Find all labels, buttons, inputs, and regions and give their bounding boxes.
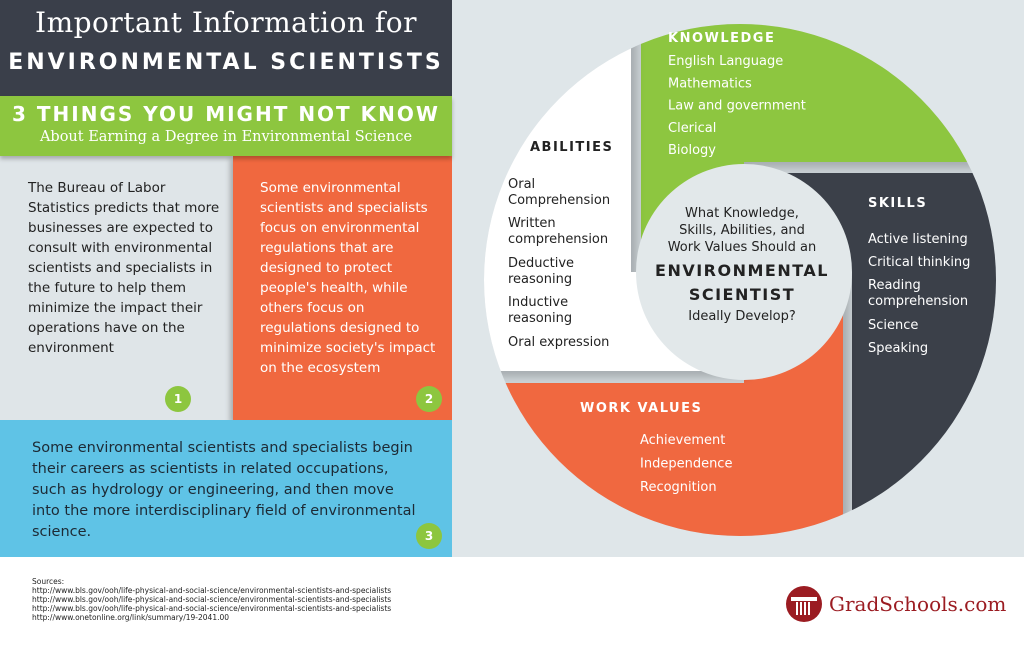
page-title: Important Information for	[35, 6, 417, 39]
column-icon	[786, 586, 822, 622]
fact-number-badge: 3	[416, 523, 442, 549]
knowledge-item: Clerical	[668, 121, 716, 136]
sources: Sources: http://www.bls.gov/ooh/life-phy…	[32, 577, 391, 622]
knowledge-item: Mathematics	[668, 76, 752, 91]
subtitle-bar: 3 THINGS YOU MIGHT NOT KNOW About Earnin…	[0, 96, 452, 156]
work-values-item: Independence	[640, 457, 732, 472]
work-values-item: Achievement	[640, 433, 725, 448]
abilities-item: comprehension	[508, 232, 608, 247]
gradschools-logo[interactable]: GradSchools.com	[785, 585, 1006, 623]
source-link[interactable]: http://www.bls.gov/ooh/life-physical-and…	[32, 604, 392, 613]
competency-wheel: What Knowledge, Skills, Abilities, and W…	[484, 24, 996, 536]
knowledge-item: English Language	[668, 54, 783, 69]
abilities-item: Comprehension	[508, 193, 610, 208]
page-title-emphasis: ENVIRONMENTAL SCIENTISTS	[8, 50, 444, 75]
abilities-item: Oral expression	[508, 335, 609, 350]
knowledge-item: Law and government	[668, 99, 806, 114]
fact-card-3: Some environmental scientists and specia…	[0, 420, 452, 557]
skills-item: Critical thinking	[868, 255, 970, 270]
fact-text: Some environmental scientists and specia…	[260, 180, 436, 376]
abilities-item: Written	[508, 216, 556, 231]
abilities-item: Deductive	[508, 256, 574, 271]
subtitle: 3 THINGS YOU MIGHT NOT KNOW	[12, 102, 440, 126]
abilities-title: ABILITIES	[530, 140, 613, 155]
source-link[interactable]: http://www.bls.gov/ooh/life-physical-and…	[32, 586, 392, 595]
skills-item: Science	[868, 318, 918, 333]
footer: Sources: http://www.bls.gov/ooh/life-phy…	[0, 557, 1024, 649]
abilities-item: Oral	[508, 177, 535, 192]
facts-panel: Important Information for ENVIRONMENTAL …	[0, 0, 452, 557]
fact-text: Some environmental scientists and specia…	[32, 440, 416, 540]
fact-number-badge: 2	[416, 386, 442, 412]
center-question: Skills, Abilities, and	[679, 223, 805, 238]
source-link[interactable]: http://www.onetonline.org/link/summary/1…	[32, 613, 230, 622]
source-link[interactable]: http://www.bls.gov/ooh/life-physical-and…	[32, 595, 392, 604]
sources-label: Sources:	[32, 577, 65, 586]
center-question: Ideally Develop?	[688, 309, 796, 324]
fact-card-2: Some environmental scientists and specia…	[233, 156, 452, 420]
skills-title: SKILLS	[868, 196, 927, 211]
title-bar: Important Information for ENVIRONMENTAL …	[0, 0, 452, 96]
skills-item: Speaking	[868, 341, 928, 356]
skills-item: Reading	[868, 278, 921, 293]
center-question: What Knowledge,	[685, 206, 799, 221]
wheel-center	[636, 164, 852, 380]
work-values-item: Recognition	[640, 480, 717, 495]
abilities-item: reasoning	[508, 272, 572, 287]
knowledge-title: KNOWLEDGE	[668, 31, 775, 46]
logo-text: GradSchools.com	[829, 592, 1007, 616]
center-emphasis: SCIENTIST	[689, 285, 795, 304]
fact-text: The Bureau of Labor Statistics predicts …	[28, 180, 220, 356]
knowledge-item: Biology	[668, 143, 716, 158]
fact-number-badge: 1	[165, 386, 191, 412]
center-question: Work Values Should an	[668, 240, 817, 255]
abilities-item: reasoning	[508, 311, 572, 326]
subtitle-secondary: About Earning a Degree in Environmental …	[39, 129, 413, 145]
abilities-item: Inductive	[508, 295, 568, 310]
skills-item: comprehension	[868, 294, 968, 309]
center-emphasis: ENVIRONMENTAL	[655, 261, 829, 280]
skills-item: Active listening	[868, 232, 968, 247]
work-values-title: WORK VALUES	[580, 401, 702, 416]
fact-card-1: The Bureau of Labor Statistics predicts …	[0, 156, 233, 420]
